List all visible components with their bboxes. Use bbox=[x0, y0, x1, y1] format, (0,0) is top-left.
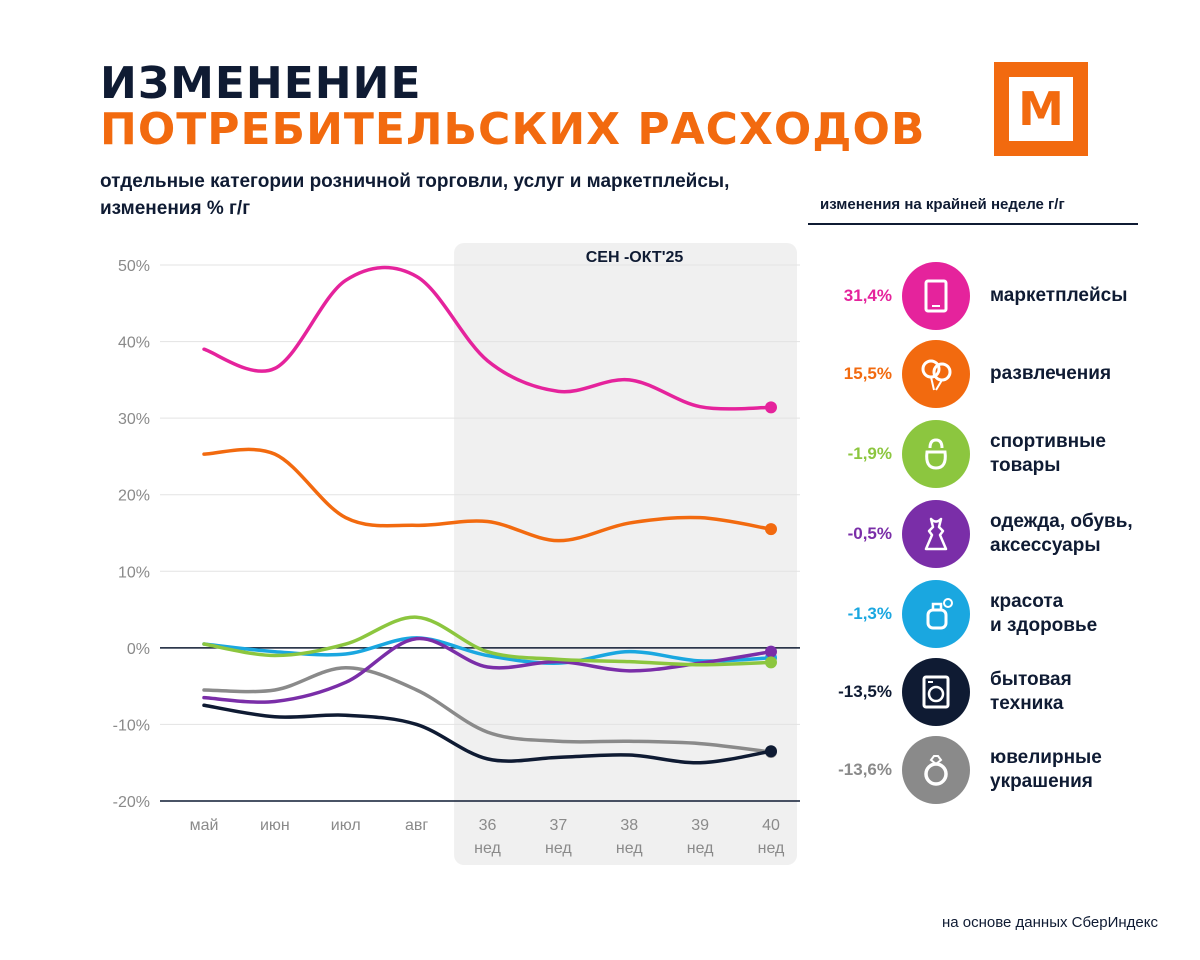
legend-value: -1,3% bbox=[847, 604, 892, 623]
x-tick-label: нед bbox=[474, 840, 501, 857]
legend-value: -13,6% bbox=[838, 760, 892, 779]
balloons-icon bbox=[902, 340, 970, 408]
legend-value: 31,4% bbox=[843, 286, 892, 305]
legend-item: -1,3% красота и здоровье bbox=[810, 580, 1170, 648]
legend-item: -13,5% бытовая техника bbox=[810, 658, 1170, 726]
legend-label: маркетплейсы bbox=[990, 285, 1128, 306]
legend-value: -1,9% bbox=[847, 444, 892, 463]
ring-icon bbox=[902, 736, 970, 804]
legend-item: -1,9% спортивные товары bbox=[810, 420, 1170, 488]
brand-logo: М bbox=[994, 62, 1088, 156]
kettlebell-icon bbox=[902, 420, 970, 488]
x-tick-label: нед bbox=[758, 840, 785, 857]
x-tick-label: май bbox=[190, 817, 219, 834]
y-tick-label: -10% bbox=[113, 717, 150, 734]
x-tick-label: 39 bbox=[691, 817, 709, 834]
x-tick-label: нед bbox=[687, 840, 714, 857]
washing-machine-icon bbox=[902, 658, 970, 726]
y-tick-label: 50% bbox=[118, 258, 150, 275]
highlight-period-label: СЕН -ОКТ'25 bbox=[586, 249, 684, 266]
x-tick-label: 38 bbox=[620, 817, 638, 834]
series-end-point bbox=[765, 401, 777, 414]
title-line-2: ПОТРЕБИТЕЛЬСКИХ РАСХОДОВ bbox=[100, 104, 926, 155]
legend-value: 15,5% bbox=[843, 364, 892, 383]
y-tick-label: 20% bbox=[118, 488, 150, 505]
legend-value: -13,5% bbox=[838, 682, 892, 701]
legend-value: -0,5% bbox=[847, 524, 892, 543]
series-line bbox=[202, 615, 773, 667]
series-line bbox=[202, 636, 773, 704]
y-tick-label: 0% bbox=[127, 641, 150, 658]
x-tick-label: 36 bbox=[479, 817, 497, 834]
dress-icon bbox=[902, 500, 970, 568]
series-end-point bbox=[765, 656, 777, 669]
legend-item: -0,5% одежда, обувь, аксессуары bbox=[810, 500, 1170, 568]
perfume-icon bbox=[902, 580, 970, 648]
logo-letter: М bbox=[1009, 77, 1073, 141]
series-line bbox=[202, 666, 773, 754]
series-line bbox=[202, 265, 773, 411]
x-tick-label: июн bbox=[260, 817, 290, 834]
series-line bbox=[202, 447, 773, 543]
source-note: на основе данных СберИндекс bbox=[941, 914, 1158, 931]
highlight-period-panel bbox=[454, 243, 797, 865]
legend-header: изменения на крайней неделе г/г bbox=[820, 196, 1065, 213]
x-tick-label: авг bbox=[405, 817, 428, 834]
legend-label: ювелирные украшения bbox=[990, 747, 1102, 792]
legend-item: 15,5% развлечения bbox=[810, 340, 1170, 408]
chart-subtitle: отдельные категории розничной торговли, … bbox=[100, 171, 730, 219]
legend-label: одежда, обувь, аксессуары bbox=[990, 511, 1133, 556]
x-tick-label: 37 bbox=[549, 817, 567, 834]
series-end-point bbox=[765, 645, 777, 658]
y-tick-label: -20% bbox=[113, 794, 150, 811]
legend-label: красота и здоровье bbox=[990, 591, 1098, 636]
legend-label: развлечения bbox=[990, 363, 1112, 384]
legend-header-rule bbox=[808, 223, 1138, 225]
legend-item: -13,6% ювелирные украшения bbox=[810, 736, 1170, 804]
x-tick-label: нед bbox=[616, 840, 643, 857]
legend-label: бытовая техника bbox=[990, 669, 1072, 714]
series-end-point bbox=[765, 523, 777, 536]
y-tick-label: 10% bbox=[118, 564, 150, 581]
series-line bbox=[202, 703, 773, 765]
tablet-icon bbox=[902, 262, 970, 330]
y-tick-label: 40% bbox=[118, 335, 150, 352]
y-tick-label: 30% bbox=[118, 411, 150, 428]
legend-label: спортивные товары bbox=[990, 431, 1106, 476]
series-end-point bbox=[765, 745, 777, 758]
title-line-1: ИЗМЕНЕНИЕ bbox=[100, 58, 422, 109]
x-tick-label: 40 bbox=[762, 817, 780, 834]
x-tick-label: июл bbox=[331, 817, 361, 834]
x-tick-label: нед bbox=[545, 840, 572, 857]
legend-item: 31,4% маркетплейсы bbox=[810, 262, 1170, 330]
